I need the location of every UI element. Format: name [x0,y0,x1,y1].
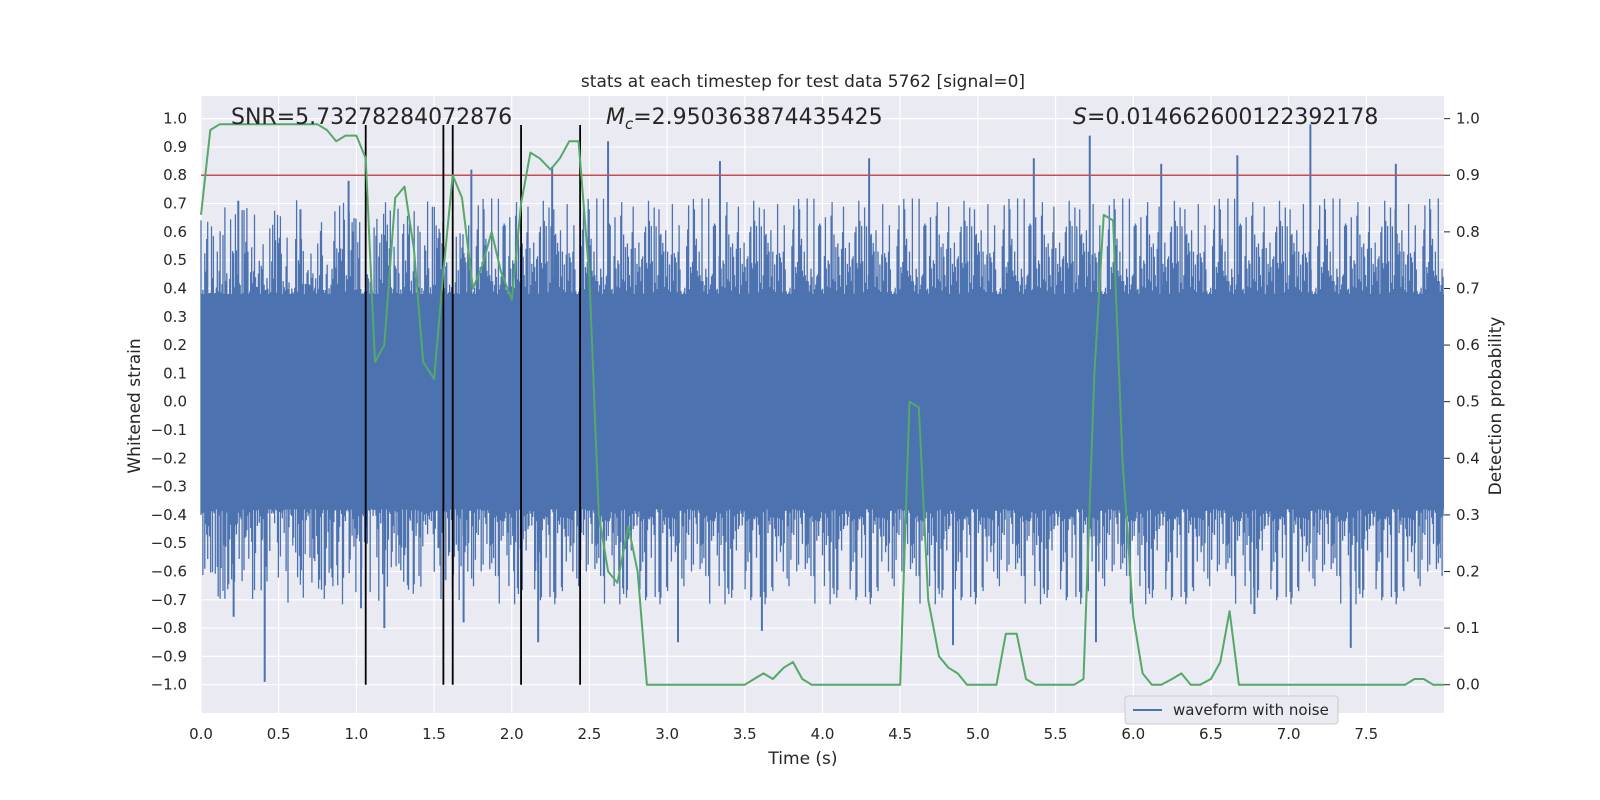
legend-box [1124,695,1339,725]
s-annotation: S=0.014662600122392178 [1073,105,1378,130]
x-tick-label: 1.0 [344,725,368,743]
y2-tick-label: 0.7 [1456,279,1480,297]
x-tick-label: 1.5 [422,725,446,743]
y-tick-label: −0.6 [151,562,187,580]
x-tick-label: 4.0 [811,725,835,743]
y-tick-label: −0.7 [151,591,187,609]
y-tick-label: 0.0 [163,393,187,411]
y2-axis-label: Detection probability [1486,317,1506,496]
y-tick-label: 0.7 [163,195,187,213]
y-tick-label: 0.8 [163,166,187,184]
chirp-mass-annotation: Mc=2.950363874435425 [606,105,883,133]
y-tick-label: 0.9 [163,138,187,156]
y2-tick-label: 1.0 [1456,110,1480,128]
x-axis-ticks: 0.0 0.5 1.0 1.5 2.0 2.5 3.0 3.5 4.0 4.5 5.0 5.5 6.0 6… [189,725,1378,743]
mc-subscript: c [625,115,634,133]
x-tick-label: 7.0 [1277,725,1301,743]
y2-axis-ticks: 1.0 0.9 0.8 0.7 0.6 0.5 0.4 0.3 0.2 0.1 0.0 [1444,110,1480,694]
y-tick-label: 0.6 [163,223,187,241]
y2-tick-label: 0.2 [1456,562,1480,580]
y-tick-label: 0.1 [163,364,187,382]
y-tick-label: 0.4 [163,279,187,297]
s-symbol: S [1073,105,1087,130]
waveform-series [200,124,1444,682]
detection-lines [364,125,582,685]
chart-title: stats at each timestep for test data 576… [581,72,1025,92]
y-tick-label: 0.5 [163,251,187,269]
y-tick-label: −0.1 [151,421,187,439]
x-tick-label: 5.5 [1044,725,1068,743]
x-tick-label: 0.0 [189,725,213,743]
mc-symbol: M [606,105,625,130]
y-axis-ticks: 1.0 0.9 0.8 0.7 0.6 0.5 0.4 0.3 0.2 0.1 0.0 −0.1 −0.… [151,110,187,694]
x-tick-label: 0.5 [267,725,291,743]
y-tick-label: −0.4 [151,506,187,524]
legend-label: waveform with noise [1173,701,1329,719]
legend: waveform with noise [1124,695,1339,725]
y-tick-label: 0.3 [163,308,187,326]
y2-tick-label: 0.1 [1456,619,1480,637]
y-tick-label: −0.3 [151,478,187,496]
waveform-trace [200,198,1444,605]
y-tick-label: 1.0 [163,110,187,128]
y-tick-label: −0.2 [151,449,187,467]
y2-tick-label: 0.8 [1456,223,1480,241]
x-tick-label: 6.5 [1199,725,1223,743]
x-axis-label: Time (s) [767,749,837,769]
y2-tick-label: 0.9 [1456,166,1480,184]
s-value: =0.014662600122392178 [1087,105,1378,130]
y2-tick-label: 0.0 [1456,676,1480,694]
y-tick-label: −0.9 [151,647,187,665]
x-tick-label: 5.0 [966,725,990,743]
x-tick-label: 3.0 [655,725,679,743]
snr-annotation: SNR=5.73278284072876 [231,105,512,130]
y2-tick-label: 0.3 [1456,506,1480,524]
y-axis-label: Whitened strain [125,338,145,473]
y2-tick-label: 0.5 [1456,393,1480,411]
x-tick-label: 3.5 [733,725,757,743]
y-tick-label: −1.0 [151,676,187,694]
x-tick-label: 7.5 [1354,725,1378,743]
y-tick-label: −0.5 [151,534,187,552]
probability-series [200,123,1444,686]
x-tick-label: 6.0 [1121,725,1145,743]
x-tick-label: 2.0 [500,725,524,743]
y-tick-label: −0.8 [151,619,187,637]
probability-line [200,123,1444,686]
x-tick-label: 4.5 [888,725,912,743]
mc-value: =2.950363874435425 [633,105,882,130]
y2-tick-label: 0.6 [1456,336,1480,354]
y-tick-label: 0.2 [163,336,187,354]
x-tick-label: 2.5 [578,725,602,743]
y2-tick-label: 0.4 [1456,449,1480,467]
